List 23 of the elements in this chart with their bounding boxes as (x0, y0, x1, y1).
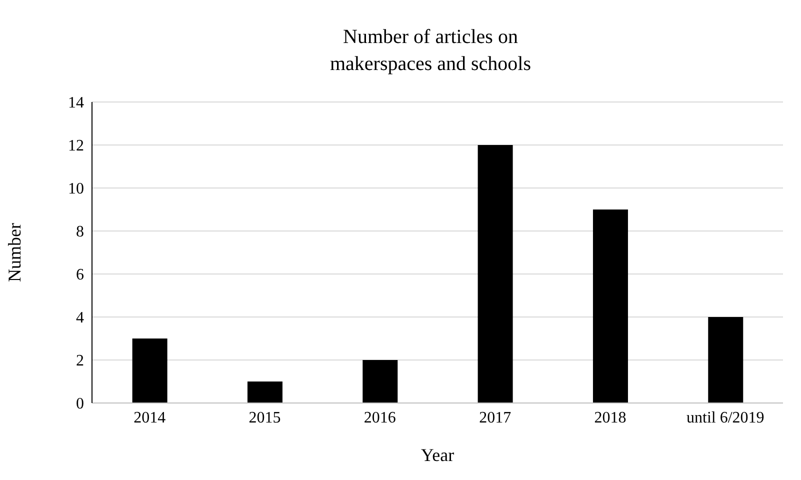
x-tick-label: 2016 (364, 409, 396, 426)
x-tick-label: until 6/2019 (686, 409, 764, 426)
x-axis-title: Year (420, 445, 454, 465)
y-tick-label: 8 (76, 224, 84, 241)
x-tick-label: 2015 (248, 409, 281, 426)
y-tick-label: 14 (68, 94, 84, 112)
x-tick-label: 2014 (134, 409, 166, 426)
bar (132, 338, 168, 403)
x-tick-label: 2017 (479, 409, 512, 426)
y-tick-label: 2 (76, 352, 84, 370)
bar (478, 145, 513, 403)
x-tick-label: 2018 (594, 409, 626, 426)
y-tick-label: 12 (68, 138, 84, 155)
y-tick-label: 0 (76, 396, 84, 413)
bar (708, 317, 744, 403)
bar (362, 360, 398, 403)
bar (247, 382, 282, 403)
y-tick-label: 4 (76, 310, 84, 327)
bar (592, 210, 628, 403)
y-tick-label: 10 (68, 180, 84, 198)
y-axis-title: Number (4, 223, 24, 282)
y-tick-label: 6 (76, 266, 84, 284)
chart-title: Number of articles on makerspaces and schools (328, 25, 532, 77)
